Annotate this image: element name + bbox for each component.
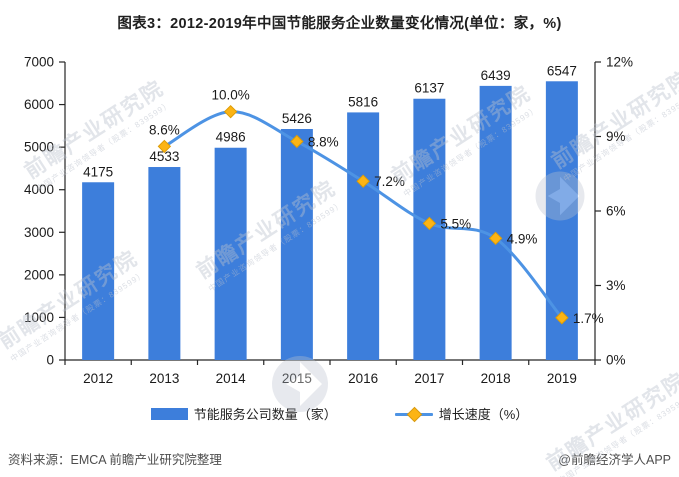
legend-item-bar-series: 节能服务公司数量（家） [150, 404, 337, 423]
chart-footer: 资料来源：EMCA 前瞻产业研究院整理 @前瞻经济学人APP [0, 449, 679, 468]
left-axis-tick-label: 2000 [24, 267, 54, 282]
legend-item-line-series: 增长速度（%） [394, 404, 529, 423]
growth-marker-2018 [488, 231, 503, 246]
growth-point-label: 7.2% [374, 174, 405, 189]
x-axis-category-label: 2017 [414, 371, 444, 386]
growth-point-label: 8.8% [308, 134, 339, 149]
growth-marker-2019 [555, 311, 569, 325]
growth-marker-2015 [290, 134, 304, 149]
right-axis-tick-label: 0% [606, 353, 626, 368]
growth-marker-2016 [356, 174, 370, 188]
bar-value-label: 6137 [414, 81, 444, 96]
x-axis-category-label: 2013 [149, 371, 179, 386]
legend-label: 增长速度（%） [438, 407, 529, 422]
bar-value-label: 4175 [83, 164, 113, 179]
bar-value-label: 6547 [547, 63, 577, 78]
bar-value-label: 5816 [348, 94, 378, 109]
right-axis-tick-label: 12% [606, 55, 633, 70]
right-axis-tick-label: 9% [606, 129, 626, 144]
growth-marker-2014 [223, 104, 238, 119]
growth-point-label: 4.9% [507, 231, 538, 246]
bar-swatch-icon [150, 407, 188, 420]
chart-title: 图表3：2012-2019年中国节能服务企业数量变化情况(单位：家，%) [117, 16, 562, 32]
bar-2014 [214, 147, 247, 360]
growth-marker-2013 [157, 139, 172, 154]
bar-2018 [479, 85, 512, 360]
legend-label: 节能服务公司数量（家） [193, 407, 337, 422]
right-axis-tick-label: 6% [606, 204, 626, 219]
right-axis-tick-label: 3% [606, 278, 626, 293]
x-axis-category-label: 2014 [216, 371, 247, 386]
bar-value-label: 4986 [216, 130, 246, 145]
left-axis-tick-label: 5000 [24, 140, 54, 155]
credit-note: @前瞻经济学人APP [558, 453, 671, 467]
bar-2012 [82, 182, 115, 360]
source-note: 资料来源：EMCA 前瞻产业研究院整理 [8, 453, 222, 467]
left-axis-tick-label: 3000 [24, 225, 54, 240]
x-axis-category-label: 2018 [481, 371, 511, 386]
left-axis-tick-label: 1000 [24, 310, 54, 325]
x-axis-category-label: 2019 [547, 371, 577, 386]
growth-point-label: 5.5% [440, 216, 471, 231]
x-axis-category-label: 2016 [348, 371, 378, 386]
growth-point-label: 10.0% [211, 88, 249, 103]
bar-value-label: 4533 [149, 149, 179, 164]
left-axis-tick-label: 7000 [24, 55, 54, 70]
left-axis-tick-label: 4000 [24, 182, 54, 197]
left-axis-tick-label: 6000 [24, 97, 54, 112]
line-diamond-swatch-icon [394, 406, 433, 422]
bar-2013 [148, 167, 181, 360]
bar-value-label: 5426 [282, 111, 312, 126]
growth-point-label: 8.6% [149, 122, 180, 137]
bar-2016 [347, 112, 380, 360]
x-axis-category-label: 2012 [83, 371, 113, 386]
growth-point-label: 1.7% [573, 311, 604, 326]
growth-marker-2017 [422, 216, 437, 231]
left-axis-tick-label: 0 [46, 353, 54, 368]
chart-legend: 节能服务公司数量（家） 增长速度（%） [0, 404, 679, 423]
bar-value-label: 6439 [481, 68, 511, 83]
x-axis-category-label: 2015 [282, 371, 312, 386]
bar-2015 [280, 129, 313, 360]
